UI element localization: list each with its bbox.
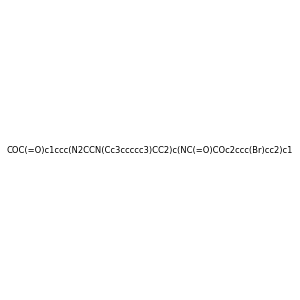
Text: COC(=O)c1ccc(N2CCN(Cc3ccccc3)CC2)c(NC(=O)COc2ccc(Br)cc2)c1: COC(=O)c1ccc(N2CCN(Cc3ccccc3)CC2)c(NC(=O… bbox=[7, 146, 293, 154]
